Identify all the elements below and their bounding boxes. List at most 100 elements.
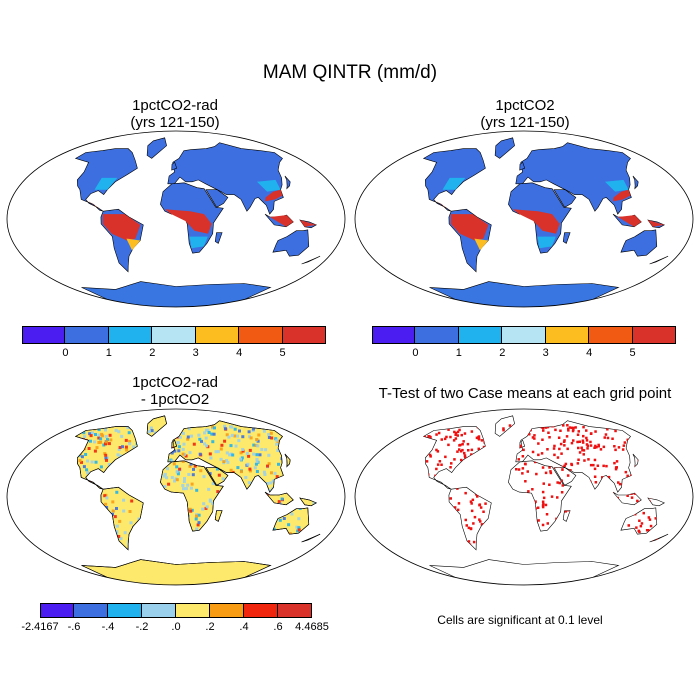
land-australia (620, 229, 658, 257)
diff-cell (195, 488, 199, 492)
diff-cell (247, 481, 251, 485)
signif-cell (559, 442, 563, 446)
diff-cell (115, 490, 119, 494)
signif-cell (645, 529, 649, 532)
signif-cell (578, 451, 582, 454)
signif-cell (585, 429, 588, 432)
diff-cell (111, 500, 115, 504)
signif-cell (627, 524, 630, 527)
diff-cell (230, 433, 234, 437)
land-madagascar (214, 232, 223, 244)
diff-cell (177, 449, 181, 453)
diff-cell (130, 499, 134, 503)
diff-cell (86, 459, 90, 463)
ocean-background (7, 131, 345, 307)
eastern-us-warm (94, 177, 118, 190)
signif-cell (585, 439, 589, 442)
signif-cell (541, 504, 545, 507)
diff-cell (238, 429, 241, 433)
diff-cell (182, 442, 186, 446)
diff-cell (182, 487, 185, 491)
colorbar-tick-label: .0 (171, 621, 181, 633)
diff-cell (275, 438, 279, 442)
colorbar-swatch (152, 326, 196, 344)
signif-cell (556, 496, 559, 499)
signif-cell (623, 441, 627, 444)
diff-cell (203, 431, 207, 435)
diff-cell (118, 446, 122, 449)
diff-cell (198, 452, 202, 456)
diff-cell (210, 432, 214, 436)
diff-cell (225, 451, 229, 455)
signif-cell (544, 426, 548, 429)
diff-cell (206, 428, 210, 432)
land-australia (620, 507, 658, 535)
diff-cell (296, 529, 300, 533)
land-uk (519, 161, 526, 171)
signif-cell (542, 482, 545, 485)
signif-cell (467, 540, 471, 543)
diff-cell (223, 424, 227, 428)
diff-cell (165, 476, 169, 480)
signif-cell (449, 435, 452, 439)
diff-cell (191, 473, 195, 477)
diff-cell (211, 482, 215, 486)
land-greenland (146, 137, 167, 159)
signif-cell (459, 450, 463, 453)
signif-cell (456, 487, 459, 490)
land-indonesia (612, 491, 642, 506)
signif-cell (597, 445, 600, 448)
diff-cell (249, 436, 253, 440)
diff-cell (204, 428, 208, 432)
signif-cell (611, 437, 614, 440)
signif-cell (537, 519, 540, 522)
land-new-guinea (647, 497, 665, 507)
diff-cell (175, 470, 179, 474)
diff-cell (195, 527, 199, 531)
diff-cell (80, 455, 84, 459)
signif-cell (450, 462, 453, 465)
diff-cell (219, 457, 223, 461)
signif-cell (614, 448, 617, 452)
signif-cell (467, 449, 470, 452)
signif-cell (648, 518, 652, 521)
signif-cell (578, 440, 581, 443)
diff-cell (208, 472, 212, 476)
diff-cell (255, 470, 259, 473)
diff-cell (108, 433, 112, 437)
signif-cell (534, 460, 537, 464)
signif-cell (521, 455, 525, 458)
signif-cell (458, 428, 461, 432)
panel-b-title-line1: 1pctCO2 (495, 97, 555, 114)
diff-cell (247, 454, 251, 458)
diff-cell (97, 441, 101, 444)
colorbar-tick-label: 2 (149, 347, 156, 359)
diff-cell (240, 456, 244, 460)
coast-arabia (205, 467, 229, 486)
diff-cell (264, 448, 268, 452)
signif-cell (647, 516, 651, 519)
signif-cell (602, 464, 605, 468)
diff-cell (295, 525, 299, 529)
diff-cell (97, 428, 101, 432)
diff-cell (189, 462, 193, 466)
signif-cell (452, 439, 456, 442)
land-greenland (494, 137, 515, 159)
land-north-america (422, 426, 486, 490)
signif-cell (572, 428, 575, 431)
diff-cell (99, 440, 103, 444)
signif-cell (461, 443, 464, 446)
panel-a-title-line1: 1pctCO2-rad (132, 97, 218, 114)
diff-cell (205, 505, 209, 509)
signif-cell (558, 447, 561, 451)
diff-cell (178, 435, 182, 439)
diff-cell (223, 439, 227, 443)
southeast-asia-hotspot (613, 189, 631, 202)
diff-cell (208, 452, 212, 456)
diff-cell (175, 465, 179, 469)
diff-cell (231, 453, 235, 457)
diff-cell (124, 445, 128, 449)
signif-cell (593, 467, 597, 471)
diff-cell (119, 537, 123, 541)
diff-cell (107, 463, 111, 466)
